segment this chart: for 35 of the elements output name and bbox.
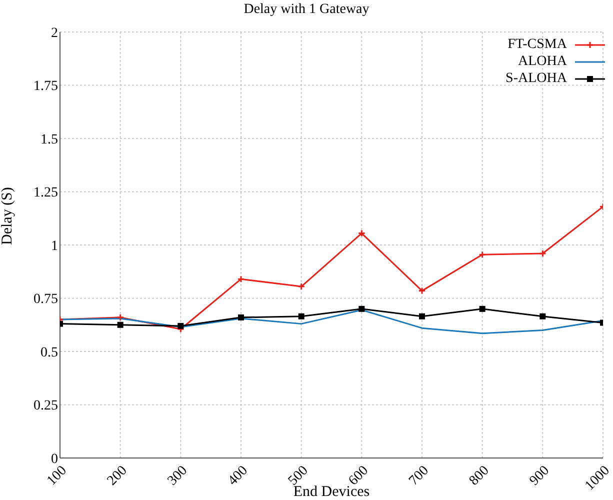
point [116, 314, 124, 322]
legend-label: FT-CSMA [508, 36, 567, 53]
point [358, 306, 365, 312]
y-tick-label: 2 [51, 26, 58, 41]
point [178, 322, 184, 329]
x-tick-label: 700 [406, 463, 432, 489]
point [479, 306, 486, 312]
point [238, 314, 244, 320]
point [419, 313, 425, 320]
x-tick-label: 300 [165, 463, 191, 489]
legend-label: S-ALOHA [506, 70, 567, 87]
point [358, 230, 366, 238]
point [540, 313, 546, 320]
y-tick-label: 0.25 [34, 398, 58, 414]
y-tick-label: 1.5 [40, 132, 58, 148]
y-tick-label: 0.75 [34, 292, 58, 308]
point [237, 275, 245, 283]
point [298, 282, 306, 290]
y-tick-label: 1.25 [34, 186, 58, 201]
chart-title: Delay with 1 Gateway [242, 2, 370, 18]
x-axis-title: End Devices [293, 484, 370, 500]
point [478, 250, 486, 258]
point [418, 287, 426, 295]
point [117, 322, 124, 328]
legend-label: ALOHA [518, 53, 567, 70]
x-tick-label: 400 [225, 463, 251, 489]
point [298, 313, 304, 320]
x-tick-label: 200 [104, 463, 130, 489]
x-tick-label: 900 [527, 463, 553, 489]
y-tick-label: 1 [51, 238, 58, 254]
y-axis-title: Delay (S) [0, 187, 16, 245]
y-tick-label: 0.5 [40, 345, 58, 360]
point [538, 250, 546, 258]
y-tick-label: 1.75 [34, 79, 58, 94]
x-tick-label: 800 [466, 463, 492, 489]
